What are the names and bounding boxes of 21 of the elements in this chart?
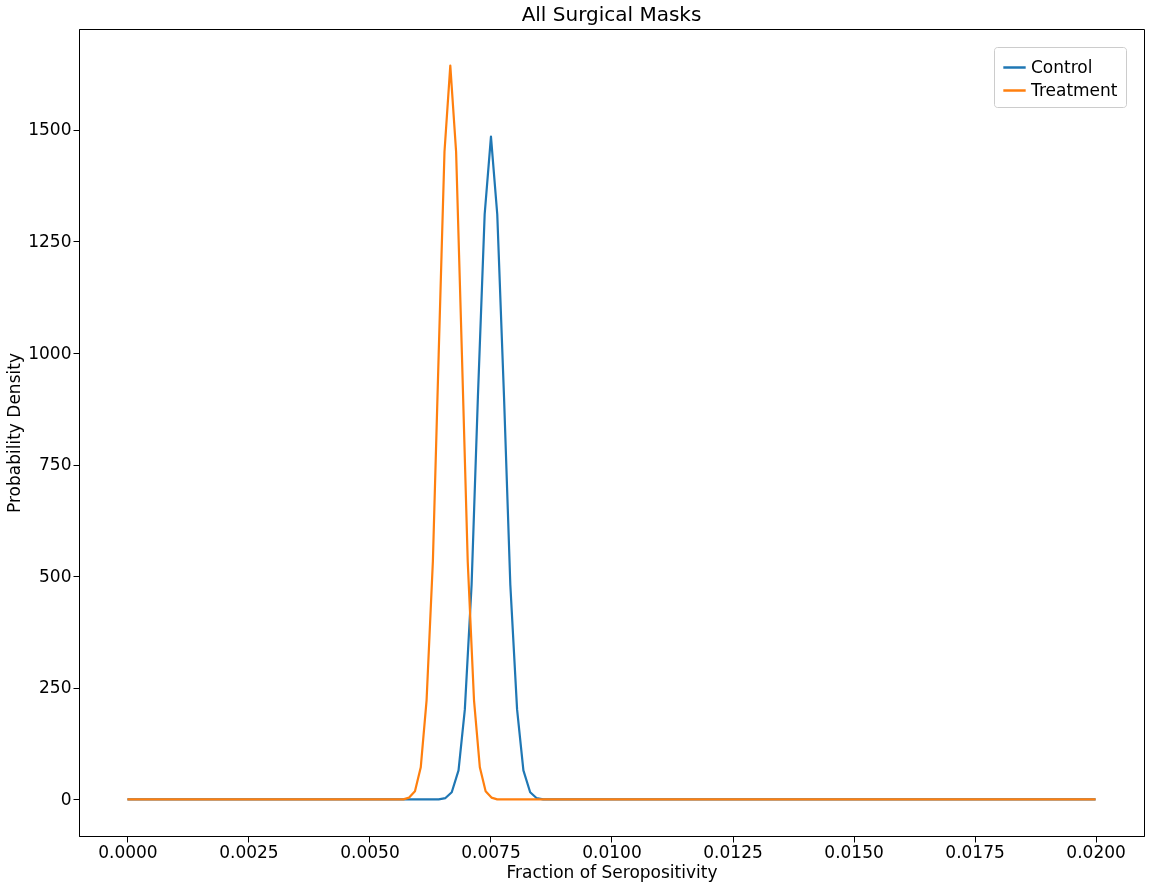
y-tick-label: 1500 xyxy=(28,119,72,140)
x-tick-label: 0.0075 xyxy=(461,841,521,862)
legend-label: Control xyxy=(1031,56,1093,77)
legend-label: Treatment xyxy=(1030,79,1118,100)
y-tick-label: 500 xyxy=(39,565,72,586)
y-tick-label: 750 xyxy=(39,454,72,475)
x-tick-label: 0.0125 xyxy=(703,841,763,862)
y-axis-title: Probability Density xyxy=(4,353,25,513)
y-tick-label: 1000 xyxy=(28,342,72,363)
x-tick-label: 0.0175 xyxy=(945,841,1005,862)
y-tick-label: 250 xyxy=(39,677,72,698)
x-tick-label: 0.0200 xyxy=(1066,841,1126,862)
x-tick-label: 0.0050 xyxy=(340,841,400,862)
chart-title: All Surgical Masks xyxy=(521,2,702,26)
x-axis-title: Fraction of Seropositivity xyxy=(506,861,718,882)
y-tick-label: 1250 xyxy=(28,230,72,251)
y-tick-label: 0 xyxy=(60,788,72,809)
x-tick-label: 0.0150 xyxy=(824,841,884,862)
x-tick-label: 0.0100 xyxy=(582,841,642,862)
x-tick-label: 0.0000 xyxy=(98,841,158,862)
x-tick-label: 0.0025 xyxy=(219,841,279,862)
